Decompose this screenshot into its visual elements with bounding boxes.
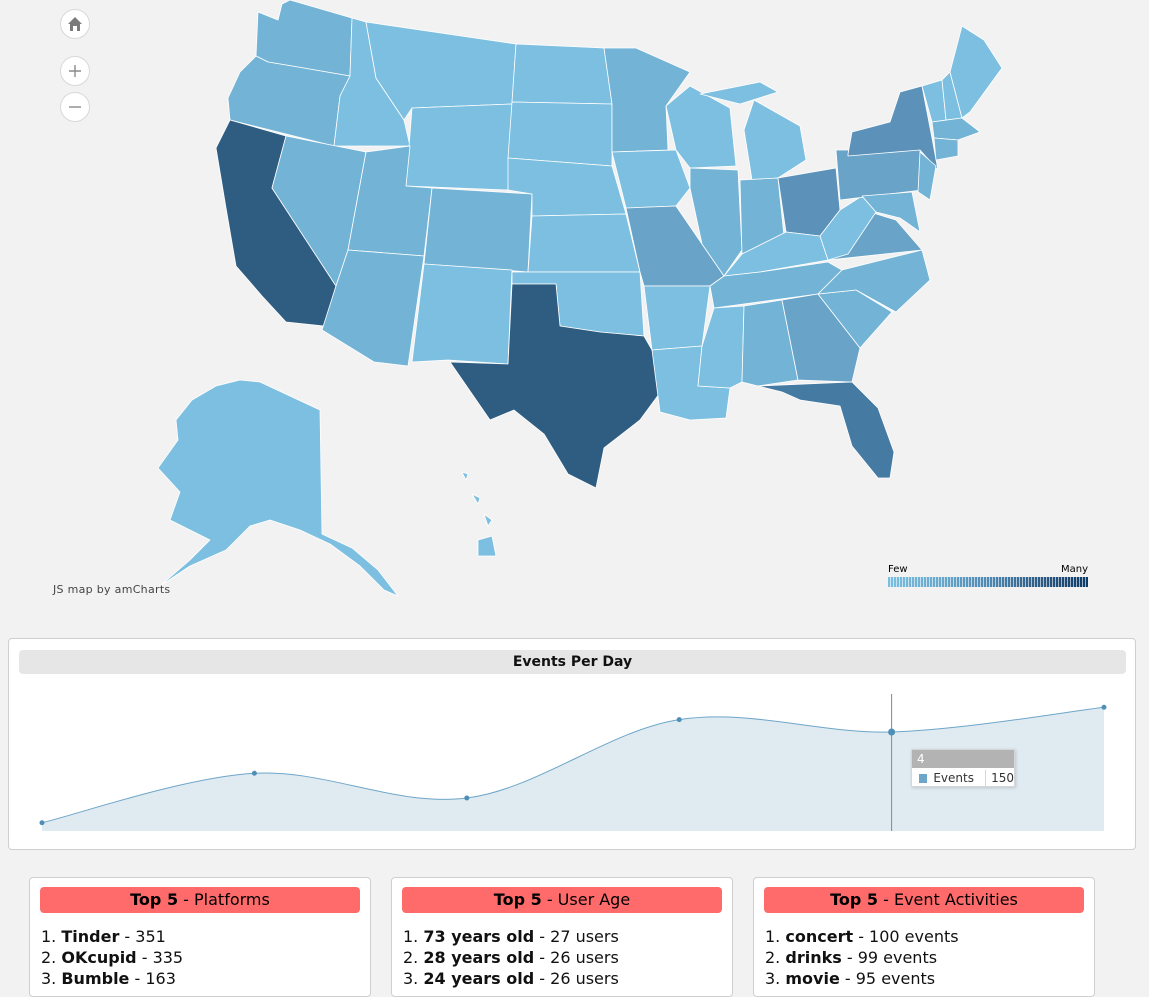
state-ga[interactable] <box>781 293 861 383</box>
tooltip-value: 150 <box>991 771 1014 785</box>
top5-platforms-card: Top 5 - Platforms 1. Tinder - 351 2. OKc… <box>29 877 371 997</box>
events-per-day-panel: Events Per Day <box>8 638 1136 850</box>
list-item: 3. 24 years old - 26 users <box>403 969 619 988</box>
home-icon <box>68 17 82 31</box>
data-point[interactable] <box>1101 704 1107 710</box>
state-ks[interactable] <box>527 213 641 273</box>
list-item: 1. Tinder - 351 <box>41 927 166 946</box>
state-wy[interactable] <box>405 103 513 191</box>
zoom-in-button[interactable] <box>60 56 90 86</box>
legend-color-scale <box>888 577 1088 587</box>
state-co[interactable] <box>423 187 533 273</box>
plus-icon <box>69 65 81 77</box>
state-nm[interactable] <box>411 263 513 365</box>
tooltip-series-swatch <box>919 773 928 783</box>
state-hi[interactable] <box>461 471 497 557</box>
events-per-day-title: Events Per Day <box>19 650 1126 674</box>
list-item: 3. movie - 95 events <box>765 969 936 988</box>
state-md[interactable] <box>861 191 921 233</box>
state-nj[interactable] <box>917 151 937 201</box>
state-fl[interactable] <box>757 381 895 479</box>
state-al[interactable] <box>741 299 799 387</box>
card-title: Top 5 - Event Activities <box>764 887 1084 913</box>
state-ar[interactable] <box>643 285 711 351</box>
list-item: 1. 73 years old - 27 users <box>403 927 619 946</box>
state-ma[interactable] <box>931 117 981 141</box>
map-credit-link[interactable]: JS map by amCharts <box>53 583 171 596</box>
list-item: 2. 28 years old - 26 users <box>403 948 619 967</box>
state-az[interactable] <box>321 249 425 367</box>
data-point[interactable] <box>251 770 257 776</box>
data-point[interactable] <box>676 717 682 723</box>
state-nc[interactable] <box>817 249 931 313</box>
events-area-fill <box>42 707 1104 831</box>
us-states-map[interactable] <box>0 0 1149 615</box>
state-wi[interactable] <box>665 85 737 169</box>
home-button[interactable] <box>60 9 90 39</box>
map-legend: Few Many <box>888 564 1088 587</box>
state-sd[interactable] <box>507 101 613 167</box>
state-tx[interactable] <box>449 283 663 489</box>
card-title: Top 5 - Platforms <box>40 887 360 913</box>
state-ak[interactable] <box>157 379 399 597</box>
card-title: Top 5 - User Age <box>402 887 722 913</box>
top5-event-activities-card: Top 5 - Event Activities 1. concert - 10… <box>753 877 1095 997</box>
legend-many-label: Many <box>1060 564 1088 575</box>
tooltip-category: 4 <box>912 750 1014 768</box>
data-point[interactable] <box>464 795 470 801</box>
list-item: 3. Bumble - 163 <box>41 969 176 988</box>
zoom-out-button[interactable] <box>60 92 90 122</box>
list-item: 2. OKcupid - 335 <box>41 948 184 967</box>
state-ct[interactable] <box>933 137 959 161</box>
data-point[interactable] <box>39 820 45 826</box>
card-list: 1. Tinder - 351 2. OKcupid - 335 3. Bumb… <box>41 926 183 989</box>
list-item: 1. concert - 100 events <box>765 927 959 946</box>
tooltip-series-label: Events <box>933 771 974 785</box>
us-map-container[interactable]: JS map by amCharts Few Many <box>0 0 1149 615</box>
events-series-line <box>41 706 1105 824</box>
chart-tooltip: 4 Events 150 <box>911 749 1015 787</box>
card-list: 1. 73 years old - 27 users 2. 28 years o… <box>403 926 619 989</box>
state-nd[interactable] <box>511 43 613 105</box>
data-point[interactable] <box>888 728 896 736</box>
legend-few-label: Few <box>888 564 908 575</box>
events-area-chart[interactable] <box>9 679 1137 849</box>
minus-icon <box>69 106 81 108</box>
top5-user-age-card: Top 5 - User Age 1. 73 years old - 27 us… <box>391 877 733 997</box>
card-list: 1. concert - 100 events 2. drinks - 99 e… <box>765 926 959 989</box>
state-mn[interactable] <box>603 47 691 153</box>
list-item: 2. drinks - 99 events <box>765 948 938 967</box>
state-tn[interactable] <box>709 261 843 309</box>
state-ny[interactable] <box>847 85 939 171</box>
state-ia[interactable] <box>611 149 691 209</box>
